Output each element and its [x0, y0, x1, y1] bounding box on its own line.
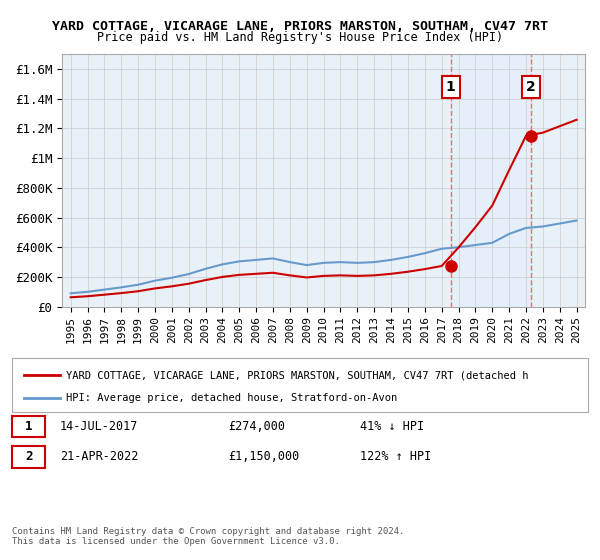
Text: Price paid vs. HM Land Registry's House Price Index (HPI): Price paid vs. HM Land Registry's House …	[97, 31, 503, 44]
Text: £274,000: £274,000	[228, 419, 285, 433]
Text: 1: 1	[446, 80, 455, 94]
Text: 14-JUL-2017: 14-JUL-2017	[60, 419, 139, 433]
Text: £1,150,000: £1,150,000	[228, 450, 299, 464]
Text: 2: 2	[25, 450, 32, 464]
Text: YARD COTTAGE, VICARAGE LANE, PRIORS MARSTON, SOUTHAM, CV47 7RT (detached h: YARD COTTAGE, VICARAGE LANE, PRIORS MARS…	[66, 370, 529, 380]
Text: YARD COTTAGE, VICARAGE LANE, PRIORS MARSTON, SOUTHAM, CV47 7RT: YARD COTTAGE, VICARAGE LANE, PRIORS MARS…	[52, 20, 548, 32]
Text: 41% ↓ HPI: 41% ↓ HPI	[360, 419, 424, 433]
Text: 21-APR-2022: 21-APR-2022	[60, 450, 139, 464]
Text: HPI: Average price, detached house, Stratford-on-Avon: HPI: Average price, detached house, Stra…	[66, 393, 397, 403]
Text: 2: 2	[526, 80, 536, 94]
Text: Contains HM Land Registry data © Crown copyright and database right 2024.
This d: Contains HM Land Registry data © Crown c…	[12, 526, 404, 546]
Bar	[451, 54, 531, 307]
Text: 122% ↑ HPI: 122% ↑ HPI	[360, 450, 431, 464]
Text: 1: 1	[25, 419, 32, 433]
